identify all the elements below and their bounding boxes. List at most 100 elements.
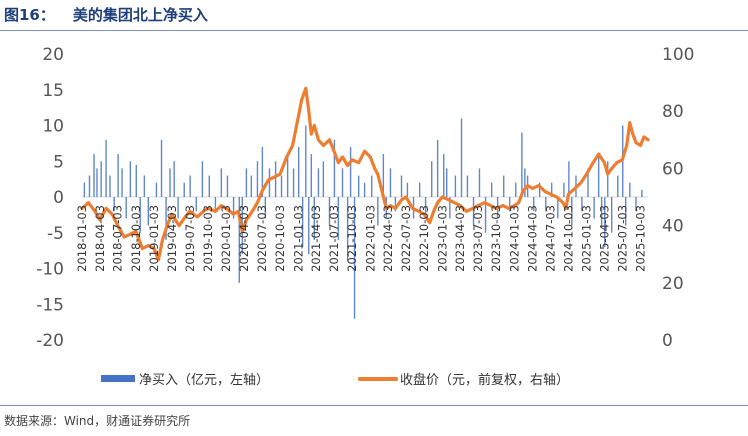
bar — [418, 182, 421, 197]
x-tick-label: 2025-07-03 — [615, 205, 629, 272]
chart: 20 15 10 5 0 -5 -10 -15 -20 100 80 60 40 20 0 2018-01… — [36, 45, 694, 388]
right-tick-label: 0 — [662, 331, 673, 351]
x-tick-label: 2023-10-03 — [489, 205, 503, 272]
bar — [382, 154, 385, 197]
x-tick-label: 2020-04-03 — [237, 205, 251, 272]
bar — [280, 175, 283, 197]
bar — [121, 168, 123, 197]
bar — [301, 197, 304, 248]
x-tick-label: 2021-01-03 — [291, 205, 305, 272]
bar — [322, 161, 325, 197]
bar — [117, 154, 119, 197]
bar — [353, 197, 356, 319]
bar — [135, 164, 137, 197]
x-tick-label: 2025-04-03 — [597, 205, 611, 272]
bar — [313, 197, 315, 240]
bar — [256, 161, 259, 197]
bar — [550, 182, 553, 197]
x-tick-label: 2025-01-03 — [580, 205, 594, 272]
bar — [466, 175, 469, 197]
bar — [600, 197, 603, 226]
bar — [183, 182, 185, 197]
x-tick-label: 2019-10-03 — [201, 205, 215, 272]
legend: 净买入（亿元，左轴） 收盘价（元，前复权，右轴） — [101, 372, 569, 388]
bar — [363, 182, 366, 197]
price-line — [80, 86, 650, 262]
x-tick-label: 2022-10-03 — [417, 205, 431, 272]
legend-line-label: 收盘价（元，前复权，右轴） — [400, 372, 569, 388]
bar — [250, 175, 253, 197]
bar — [587, 168, 589, 197]
x-tick-label: 2019-04-03 — [165, 205, 179, 272]
bar — [629, 182, 631, 197]
x-tick-label: 2018-07-03 — [111, 205, 125, 272]
x-tick-label: 2019-01-03 — [147, 205, 161, 272]
bar — [341, 168, 344, 197]
bar — [454, 175, 457, 197]
x-axis: 2018-01-03 2018-04-03 2018-07-03 2018-10-03… — [75, 205, 648, 272]
left-tick-label: -5 — [47, 224, 64, 244]
bar — [100, 161, 102, 197]
x-tick-label: 2020-07-03 — [255, 205, 269, 272]
right-tick-label: 20 — [662, 274, 684, 294]
x-tick-label: 2018-10-03 — [129, 205, 143, 272]
bar — [245, 168, 248, 197]
bar — [83, 182, 86, 197]
bar — [268, 168, 271, 197]
bar — [349, 146, 352, 197]
bar — [201, 161, 204, 197]
bar — [105, 139, 107, 197]
title-rule — [0, 30, 748, 31]
bar — [436, 139, 439, 197]
left-tick-label: 20 — [42, 45, 64, 65]
bar — [431, 161, 433, 197]
bar — [443, 154, 445, 197]
left-axis: 20 15 10 5 0 -5 -10 -15 -20 — [36, 45, 64, 351]
bar — [460, 118, 463, 197]
right-axis: 100 80 60 40 20 0 — [662, 45, 694, 351]
bar — [472, 197, 475, 226]
left-tick-label: 0 — [53, 188, 64, 208]
x-tick-label: 2022-07-03 — [399, 205, 413, 272]
right-tick-label: 40 — [662, 217, 684, 237]
bar — [568, 161, 570, 197]
x-tick-label: 2025-10-03 — [634, 205, 648, 272]
bar — [581, 197, 583, 212]
source-rule — [0, 405, 748, 406]
figure-title: 图16： 美的集团北上净买入 — [4, 4, 208, 25]
x-tick-label: 2024-07-03 — [543, 205, 557, 272]
bar — [503, 175, 505, 197]
bar — [139, 197, 141, 233]
bar — [538, 182, 541, 197]
bar — [635, 197, 637, 212]
x-tick-label: 2024-10-03 — [562, 205, 576, 272]
x-tick-label: 2024-01-03 — [507, 205, 521, 272]
bar — [478, 168, 481, 197]
bar — [610, 197, 613, 233]
bar — [226, 175, 229, 197]
bar — [446, 168, 448, 197]
x-tick-label: 2022-01-03 — [363, 205, 377, 272]
bar — [317, 168, 320, 197]
bar — [169, 168, 171, 197]
source-note: 数据来源：Wind，财通证券研究所 — [4, 414, 191, 428]
bar — [147, 197, 150, 226]
bar — [508, 197, 511, 212]
bar — [274, 161, 277, 197]
bar — [515, 182, 517, 197]
bar — [597, 154, 600, 197]
bar — [292, 168, 295, 197]
left-tick-label: -15 — [36, 295, 64, 315]
x-tick-label: 2023-07-03 — [471, 205, 485, 272]
bar — [308, 197, 310, 255]
bar — [521, 132, 523, 197]
left-tick-label: -10 — [36, 260, 64, 280]
bar — [109, 175, 111, 197]
left-tick-label: 10 — [42, 117, 64, 137]
bar — [310, 154, 313, 197]
figure-title-text: 美的集团北上净买入 — [72, 6, 208, 24]
x-tick-label: 2019-07-03 — [183, 205, 197, 272]
bar — [424, 197, 427, 219]
bar — [155, 182, 158, 197]
bar — [641, 189, 643, 197]
